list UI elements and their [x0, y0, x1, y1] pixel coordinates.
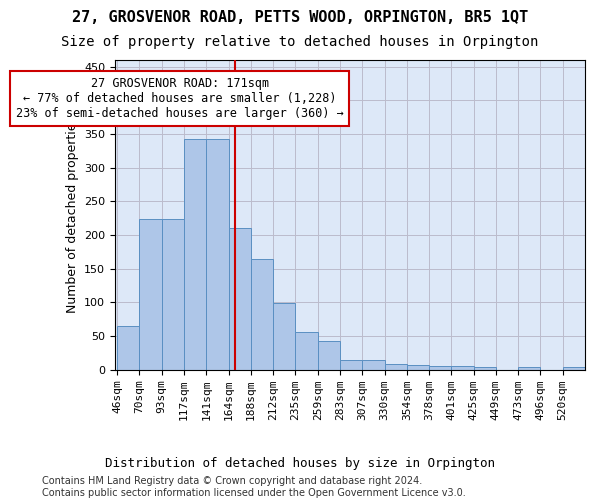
Bar [273, 303, 295, 370]
Text: Distribution of detached houses by size in Orpington: Distribution of detached houses by size … [105, 458, 495, 470]
Bar [184, 140, 206, 370]
Bar [139, 219, 162, 370]
Text: 27, GROSVENOR ROAD, PETTS WOOD, ORPINGTON, BR5 1QT: 27, GROSVENOR ROAD, PETTS WOOD, ORPINGTO… [72, 10, 528, 25]
Text: 27 GROSVENOR ROAD: 171sqm
← 77% of detached houses are smaller (1,228)
23% of se: 27 GROSVENOR ROAD: 171sqm ← 77% of detac… [16, 77, 343, 120]
Bar [206, 139, 229, 370]
Bar [451, 366, 473, 370]
Bar [407, 365, 429, 370]
Bar [362, 360, 385, 370]
Text: Contains HM Land Registry data © Crown copyright and database right 2024.
Contai: Contains HM Land Registry data © Crown c… [42, 476, 466, 498]
Bar [229, 228, 251, 370]
Bar [385, 364, 407, 370]
Bar [295, 332, 317, 370]
Bar [162, 219, 184, 370]
Text: Size of property relative to detached houses in Orpington: Size of property relative to detached ho… [61, 35, 539, 49]
Bar [429, 366, 451, 370]
Y-axis label: Number of detached properties: Number of detached properties [65, 116, 79, 314]
Bar [340, 360, 362, 370]
Bar [518, 367, 541, 370]
Bar [473, 367, 496, 370]
Bar [251, 258, 273, 370]
Bar [563, 367, 585, 370]
Bar [317, 341, 340, 370]
Bar [117, 326, 139, 370]
